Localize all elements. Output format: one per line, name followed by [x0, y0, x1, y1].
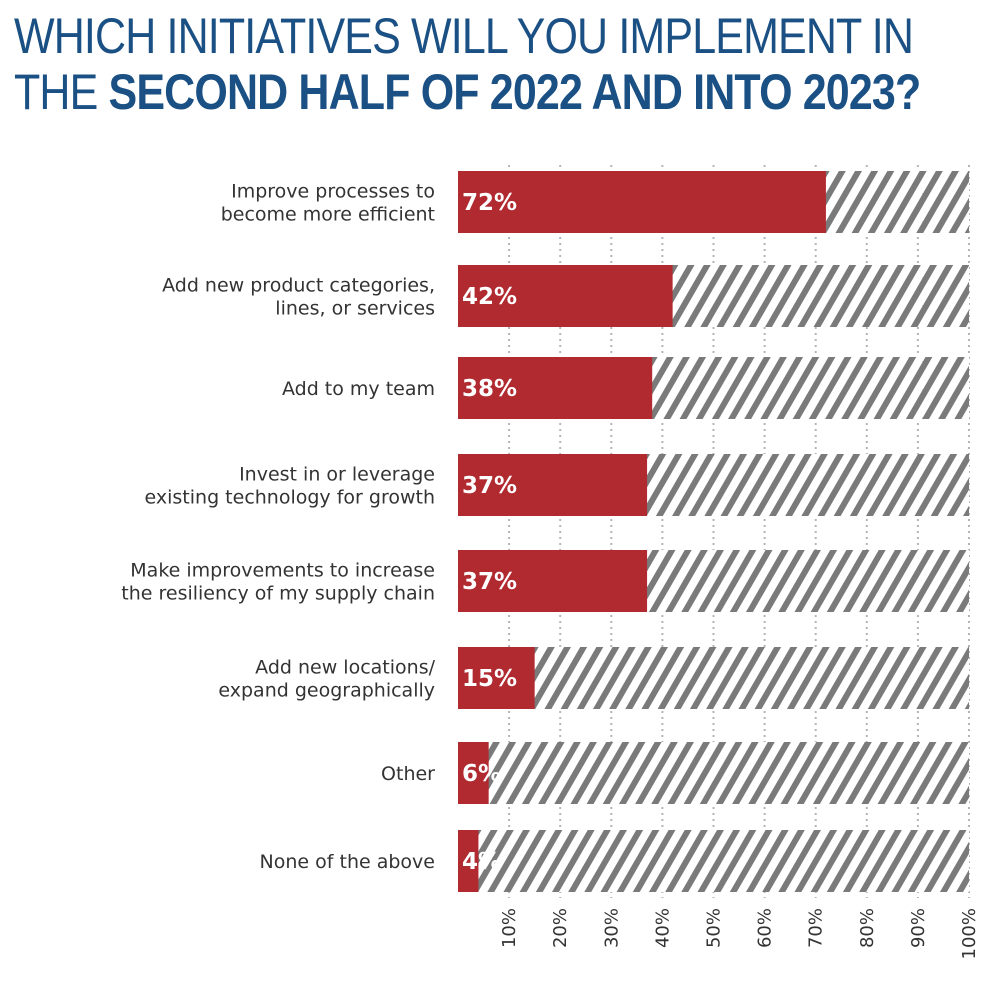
bar	[458, 742, 489, 804]
category-label-line: Add to my team	[282, 378, 435, 400]
gridlines	[508, 165, 970, 898]
category-label: Add new product categories, lines, or ser…	[162, 275, 435, 320]
bars: 72% 42% 38% 37% 37% 15% 6% 4%	[458, 171, 969, 892]
bar	[458, 647, 535, 709]
category-label-line: Improve processes to	[231, 181, 435, 203]
category-label-line: Make improvements to increase	[130, 560, 435, 582]
x-tick-label: 90%	[908, 908, 929, 948]
category-label-line: Other	[381, 763, 435, 785]
bar-track	[458, 647, 969, 709]
x-tick-label: 20%	[550, 908, 571, 948]
category-label: Add new locations/expand geographically	[218, 657, 435, 702]
bar-track	[458, 830, 969, 892]
title-line-1: WHICH INITIATIVES WILL YOU IMPLEMENT IN	[14, 8, 914, 64]
bar	[458, 550, 648, 612]
category-labels: Improve processes to become more efficien…	[121, 181, 435, 874]
category-label: Make improvements to increase the resilie…	[121, 560, 435, 605]
bar	[458, 265, 673, 327]
bar	[458, 171, 826, 233]
x-tick-label: 60%	[755, 908, 776, 948]
title-line-2: THE SECOND HALF OF 2022 AND INTO 2023?	[14, 64, 921, 120]
category-label-line: the resiliency of my supply chain	[121, 583, 435, 605]
category-label: Invest in or leverage existing technology…	[145, 464, 435, 509]
x-tick-label: 80%	[857, 908, 878, 948]
category-label-line: expand geographically	[218, 680, 435, 702]
x-tick-label: 50%	[704, 908, 725, 948]
category-label-line: lines, or services	[275, 298, 435, 320]
bar-value-label: 42%	[462, 284, 517, 310]
x-tick-label: 40%	[652, 908, 673, 948]
category-label-line: None of the above	[260, 851, 435, 873]
bar-value-label: 4%	[462, 849, 501, 875]
category-label: None of the above	[260, 851, 435, 873]
bar-value-label: 37%	[462, 473, 517, 499]
bar	[458, 454, 648, 516]
bar-value-label: 72%	[462, 190, 517, 216]
category-label: Other	[381, 763, 435, 785]
x-tick-label: 10%	[499, 908, 520, 948]
category-label-line: Add new product categories,	[162, 275, 435, 297]
x-tick-label: 30%	[601, 908, 622, 948]
category-label-line: Invest in or leverage	[239, 464, 435, 486]
title-line-2-emphasis: SECOND HALF OF 2022 AND INTO 2023?	[108, 64, 922, 120]
x-axis-ticks: 10% 20% 30% 40% 50% 60% 70% 80% 90% 100%	[499, 908, 980, 959]
bar-value-label: 37%	[462, 569, 517, 595]
bar-value-label: 15%	[462, 666, 517, 692]
x-tick-label: 70%	[806, 908, 827, 948]
category-label-line: existing technology for growth	[145, 487, 435, 509]
category-label: Add to my team	[282, 378, 435, 400]
x-tick-label: 100%	[959, 908, 980, 959]
chart-title: WHICH INITIATIVES WILL YOU IMPLEMENT IN …	[14, 8, 921, 120]
bar	[458, 357, 653, 419]
bar	[458, 830, 479, 892]
category-label-line: become more efficient	[221, 204, 435, 226]
bar-value-label: 38%	[462, 376, 517, 402]
category-label: Improve processes to become more efficien…	[221, 181, 435, 226]
bar-track	[458, 742, 969, 804]
bar-value-label: 6%	[462, 761, 501, 787]
title-line-2-prefix: THE	[14, 64, 109, 120]
category-label-line: Add new locations/	[255, 657, 435, 679]
